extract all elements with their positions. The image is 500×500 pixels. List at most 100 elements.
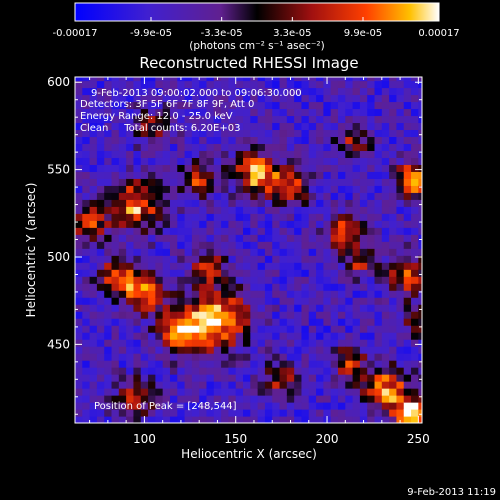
heatmap-cell bbox=[199, 220, 208, 228]
heatmap-cell bbox=[257, 157, 266, 165]
heatmap-cell bbox=[169, 276, 178, 284]
heatmap-cell bbox=[82, 304, 91, 312]
colorbar: -0.00017 -9.9e-05 -3.3e-05 3.3e-05 9.9e-05 0.… bbox=[53, 2, 460, 52]
heatmap-cell bbox=[191, 178, 200, 186]
heatmap-cell bbox=[396, 388, 405, 396]
heatmap-cell bbox=[294, 150, 303, 158]
heatmap-cell bbox=[279, 416, 288, 423]
heatmap-cell bbox=[367, 94, 376, 103]
heatmap-cell bbox=[148, 136, 156, 145]
heatmap-cell bbox=[162, 311, 171, 319]
heatmap-cell bbox=[213, 360, 222, 368]
heatmap-cell bbox=[169, 199, 178, 207]
heatmap-cell bbox=[308, 129, 317, 138]
heatmap-cell bbox=[111, 353, 120, 361]
heatmap-cell bbox=[279, 77, 288, 82]
heatmap-cell bbox=[184, 241, 193, 249]
heatmap-cell bbox=[111, 255, 120, 263]
heatmap-cell bbox=[228, 269, 237, 277]
heatmap-cell bbox=[111, 262, 120, 270]
heatmap-cell bbox=[104, 304, 113, 312]
colorbar-tick-label: 0.00017 bbox=[418, 28, 459, 39]
heatmap-cell bbox=[279, 276, 288, 284]
heatmap-cell bbox=[352, 108, 361, 117]
heatmap-cell bbox=[75, 346, 83, 354]
heatmap-cell bbox=[389, 339, 398, 347]
heatmap-cell bbox=[104, 227, 113, 235]
heatmap-cell bbox=[96, 388, 105, 396]
heatmap-cell bbox=[272, 80, 281, 89]
heatmap-cell bbox=[367, 409, 376, 417]
heatmap-cell bbox=[286, 115, 295, 124]
heatmap-cell bbox=[337, 311, 346, 319]
heatmap-cell bbox=[104, 213, 113, 221]
heatmap-cell bbox=[133, 381, 142, 389]
heatmap-cell bbox=[155, 395, 164, 403]
heatmap-cell bbox=[184, 129, 193, 138]
heatmap-cell bbox=[323, 262, 332, 270]
heatmap-cell bbox=[250, 241, 259, 249]
heatmap-cell bbox=[367, 206, 376, 214]
heatmap-cell bbox=[316, 346, 324, 354]
heatmap-cell bbox=[272, 388, 281, 396]
heatmap-cell bbox=[403, 269, 412, 277]
heatmap-cell bbox=[133, 248, 142, 256]
heatmap-cell bbox=[221, 325, 230, 333]
heatmap-cell bbox=[104, 318, 113, 326]
heatmap-cell bbox=[155, 206, 164, 214]
heatmap-cell bbox=[381, 360, 390, 368]
heatmap-cell bbox=[96, 171, 105, 179]
heatmap-cell bbox=[96, 213, 105, 221]
heatmap-cell bbox=[199, 416, 208, 423]
heatmap-cell bbox=[75, 157, 83, 165]
heatmap-cell bbox=[111, 395, 120, 403]
heatmap-cell bbox=[374, 80, 383, 89]
heatmap-cell bbox=[308, 241, 317, 249]
heatmap-cell bbox=[184, 80, 193, 89]
heatmap-cell bbox=[184, 122, 193, 131]
heatmap-cell bbox=[169, 283, 178, 291]
heatmap-cell bbox=[162, 87, 171, 96]
heatmap-cell bbox=[418, 255, 422, 263]
heatmap-cell bbox=[323, 381, 332, 389]
heatmap-cell bbox=[213, 339, 222, 347]
heatmap-cell bbox=[191, 77, 200, 82]
heatmap-cell bbox=[75, 80, 83, 89]
heatmap-cell bbox=[352, 339, 361, 347]
heatmap-cell bbox=[396, 381, 405, 389]
heatmap-cell bbox=[206, 367, 215, 375]
heatmap-cell bbox=[126, 178, 135, 186]
heatmap-cell bbox=[403, 290, 412, 298]
heatmap-cell bbox=[403, 381, 412, 389]
heatmap-cell bbox=[104, 87, 113, 96]
heatmap-cell bbox=[177, 346, 186, 354]
heatmap-cell bbox=[213, 304, 222, 312]
heatmap-cell bbox=[199, 77, 208, 82]
heatmap-cell bbox=[133, 129, 142, 138]
heatmap-cell bbox=[162, 290, 171, 298]
heatmap-cell bbox=[191, 339, 200, 347]
heatmap-cell bbox=[330, 290, 339, 298]
heatmap-cell bbox=[294, 101, 303, 110]
heatmap-cell bbox=[418, 325, 422, 333]
heatmap-cell bbox=[403, 87, 412, 96]
heatmap-cell bbox=[148, 101, 156, 110]
heatmap-cell bbox=[345, 227, 354, 235]
heatmap-cell bbox=[345, 311, 354, 319]
heatmap-cell bbox=[374, 381, 383, 389]
heatmap-cell bbox=[308, 94, 317, 103]
heatmap-cell bbox=[264, 234, 273, 242]
heatmap-cell bbox=[301, 402, 310, 410]
heatmap-cell bbox=[118, 171, 127, 179]
heatmap-cell bbox=[337, 416, 346, 423]
heatmap-cell bbox=[352, 178, 361, 186]
heatmap-cell bbox=[308, 77, 317, 82]
heatmap-cell bbox=[308, 262, 317, 270]
heatmap-cell bbox=[272, 297, 281, 305]
heatmap-cell bbox=[199, 409, 208, 417]
heatmap-cell bbox=[345, 353, 354, 361]
heatmap-cell bbox=[337, 94, 346, 103]
heatmap-cell bbox=[418, 318, 422, 326]
heatmap-cell bbox=[148, 374, 156, 382]
heatmap-cell bbox=[367, 234, 376, 242]
